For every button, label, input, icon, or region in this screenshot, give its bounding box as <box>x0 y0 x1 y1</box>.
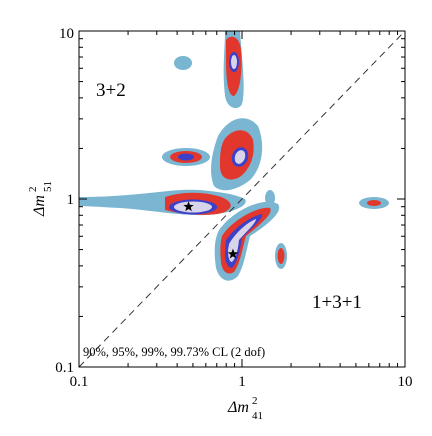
region-label-1plus3plus1: 1+3+1 <box>312 292 362 313</box>
y-axis-label-main: Δm <box>31 195 48 217</box>
vertical-band-cl-90 <box>234 150 246 164</box>
region-label-3plus2: 3+2 <box>96 80 126 101</box>
axis-ticks <box>78 31 405 368</box>
contour-regions <box>79 31 389 281</box>
best-fit-star-0 <box>183 201 194 212</box>
island-right <box>359 197 389 209</box>
island-top-left <box>174 56 192 70</box>
x-tick-label-1: 1 <box>238 374 246 390</box>
x-tick-label-2: 10 <box>398 374 413 390</box>
horizontal-band-cl-90 <box>174 201 212 213</box>
y-tick-label-1: 1 <box>67 192 75 208</box>
island-right-cl-99 <box>367 200 381 206</box>
x-axis-label-sub: 41 <box>252 410 263 422</box>
island-left-mid <box>162 148 210 166</box>
best-fit-markers <box>183 201 239 259</box>
y-tick-label-2: 10 <box>59 26 74 42</box>
island-right-mid-cl-99_73 <box>265 190 275 206</box>
y-axis-label-sub: 51 <box>42 181 54 192</box>
island-right-mid <box>265 190 275 206</box>
island-lower-right <box>275 243 287 269</box>
confidence-level-note: 90%, 95%, 99%, 99.73% CL (2 dof) <box>83 345 265 359</box>
x-axis-label: Δm <box>227 399 249 416</box>
island-lower-right-cl-99 <box>277 248 285 264</box>
vertical-band-cl-90 <box>231 55 237 69</box>
x-axis-label-main: Δm <box>227 399 249 416</box>
y-axis-label: Δm <box>31 195 48 217</box>
island-top-left-cl-99_73 <box>174 56 192 70</box>
island-left-mid-cl-95 <box>178 153 194 161</box>
best-fit-star-1 <box>227 248 239 259</box>
y-tick-label-0: 0.1 <box>55 360 74 376</box>
diagonal-dashed-line <box>79 31 405 367</box>
lower-branch-cl-90 <box>228 219 256 262</box>
lower-branch <box>214 201 280 281</box>
vertical-band <box>211 31 263 191</box>
x-axis-label-sup: 2 <box>252 395 258 407</box>
horizontal-band <box>79 189 246 216</box>
y-axis-label-sup: 2 <box>27 187 39 193</box>
x-tick-label-0: 0.1 <box>70 374 89 390</box>
